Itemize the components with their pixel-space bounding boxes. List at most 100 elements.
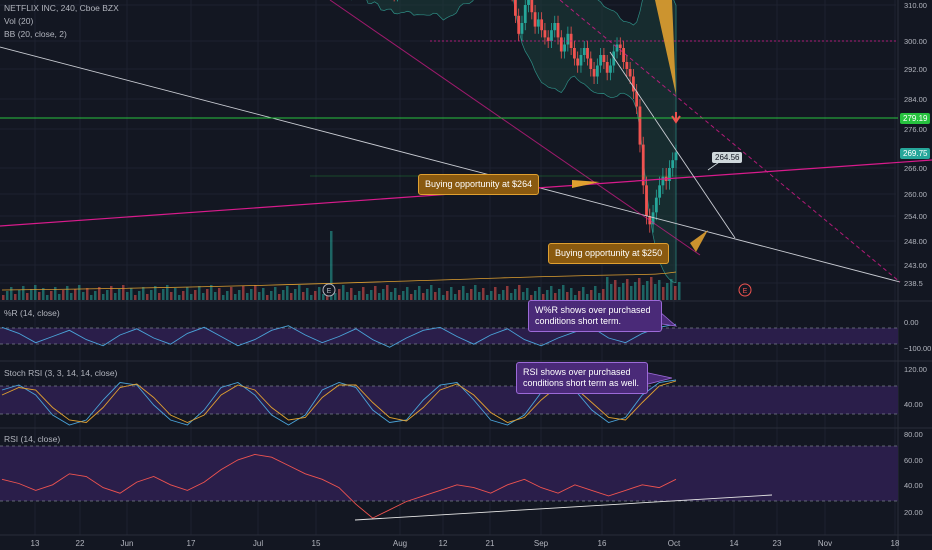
candle-60 — [540, 19, 544, 31]
candle-62 — [546, 37, 550, 41]
volume-bar-4 — [18, 290, 21, 300]
price-axis-label-5: 266.00 — [904, 164, 927, 173]
price-axis-label-9: 243.00 — [904, 261, 927, 270]
volume-bar-43 — [174, 288, 177, 300]
rsi-line — [1, 453, 677, 519]
green-price-tag: 279.19 — [900, 113, 931, 124]
volume-bar-103 — [414, 290, 417, 300]
x-axis-label-3: 17 — [187, 539, 196, 548]
candle-79 — [602, 55, 606, 62]
volume-bar-64 — [258, 292, 261, 300]
volume-bar-145 — [582, 287, 585, 300]
candle-97 — [661, 176, 665, 186]
candle-94 — [651, 212, 655, 225]
x-axis-label-14: Nov — [818, 539, 832, 548]
volume-bar-117 — [470, 289, 473, 300]
red-down-arrow — [671, 112, 681, 124]
candle-91 — [641, 144, 645, 186]
volume-bar-134 — [538, 287, 541, 300]
volume-bar-16 — [66, 286, 69, 300]
volume-bar-129 — [518, 285, 521, 300]
volume-bar-50 — [202, 293, 205, 300]
volume-bar-52 — [210, 285, 213, 300]
volume-bar-138 — [554, 293, 557, 300]
volume-bar-66 — [266, 295, 269, 300]
volume-bar-148 — [594, 286, 597, 300]
price-axis-label-6: 260.00 — [904, 190, 927, 199]
volume-bar-168 — [674, 286, 677, 300]
volume-bar-1 — [6, 291, 9, 300]
volume-bar-113 — [454, 294, 457, 300]
volume-bar-11 — [46, 295, 49, 300]
volume-bar-2 — [10, 287, 13, 300]
candle-70 — [573, 48, 576, 59]
volume-bar-108 — [434, 292, 437, 300]
volume-bar-102 — [410, 294, 413, 300]
volume-bar-133 — [534, 291, 537, 300]
trendline-gray — [0, 46, 901, 283]
volume-bar-78 — [314, 291, 317, 300]
volume-bar-79 — [318, 287, 321, 300]
candle-101 — [674, 152, 678, 161]
candle-78 — [599, 55, 603, 66]
volume-bar-51 — [206, 289, 209, 300]
rsi-note-callout: RSI shows over purchased conditions shor… — [516, 362, 648, 394]
candle-63 — [550, 30, 553, 41]
volume-bar-76 — [306, 288, 309, 300]
x-axis-label-9: Sep — [534, 539, 549, 548]
volume-bar-123 — [494, 287, 497, 300]
volume-bar-101 — [406, 287, 409, 300]
wr-axis-label-1: −100.00 — [904, 344, 931, 353]
volume-bar-32 — [130, 288, 133, 300]
volume-bar-158 — [634, 282, 637, 300]
volume-bar-93 — [374, 286, 377, 300]
volume-bar-3 — [14, 294, 17, 300]
volume-bar-75 — [302, 292, 305, 300]
candle-80 — [605, 62, 609, 73]
candle-66 — [559, 37, 563, 52]
volume-bar-38 — [154, 286, 157, 300]
volume-bar-94 — [378, 293, 381, 300]
volume-bar-25 — [102, 294, 105, 300]
candle-82 — [612, 51, 616, 66]
candle-81 — [609, 65, 612, 73]
volume-bar-149 — [598, 293, 601, 300]
volume-bar-23 — [94, 291, 97, 300]
channel-lower — [329, 0, 701, 256]
earnings-marker-circle-0 — [322, 283, 336, 297]
volume-bar-131 — [526, 288, 529, 300]
x-axis-label-0: 13 — [31, 539, 40, 548]
volume-bar-57 — [230, 287, 233, 300]
stoch-pane-label: Stoch RSI (3, 3, 14, 14, close) — [4, 368, 118, 378]
wr-axis-label-0: 0.00 — [904, 318, 919, 327]
volume-bar-105 — [422, 293, 425, 300]
volume-bar-139 — [558, 289, 561, 300]
volume-bar-116 — [466, 293, 469, 300]
wr-line — [1, 323, 677, 348]
volume-bar-107 — [430, 285, 433, 300]
volume-bar-106 — [426, 289, 429, 300]
volume-bar-28 — [114, 293, 117, 300]
volume-bar-98 — [394, 288, 397, 300]
volume-bar-61 — [246, 293, 249, 300]
candle-83 — [615, 44, 619, 52]
candle-57 — [530, 0, 534, 13]
volume-bar-122 — [490, 291, 493, 300]
candle-65 — [556, 23, 560, 38]
candle-75 — [589, 58, 593, 69]
callout-250-pointer — [690, 230, 708, 252]
volume-bar-46 — [186, 287, 189, 300]
candle-88 — [631, 76, 635, 92]
x-axis-label-1: 22 — [76, 539, 85, 548]
volume-bar-115 — [462, 286, 465, 300]
rsi-axis-label-1: 60.00 — [904, 456, 923, 465]
volume-bar-26 — [106, 290, 109, 300]
volume-bar-169 — [678, 282, 681, 300]
volume-bar-91 — [366, 294, 369, 300]
volume-bar-80 — [322, 294, 325, 300]
earnings-marker-1: E — [743, 288, 748, 295]
candle-87 — [628, 69, 632, 77]
volume-bar-151 — [606, 277, 609, 300]
volume-bar-127 — [510, 293, 513, 300]
volume-bar-24 — [98, 287, 101, 300]
